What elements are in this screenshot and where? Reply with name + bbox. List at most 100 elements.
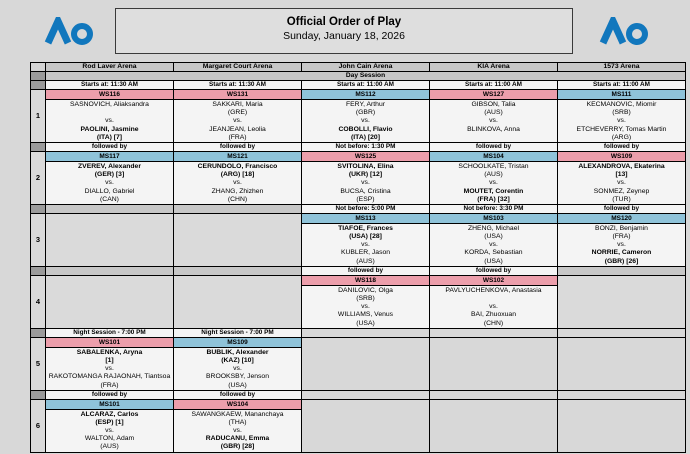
match-lines: ALEXANDROVA, Ekaterina [13] vs. SONMEZ, Zey…	[559, 162, 685, 203]
schedule-header-empty	[45, 203, 174, 214]
match-code: MS104	[430, 152, 557, 162]
match-code: MS111	[558, 90, 685, 100]
arena-header: 1573 Arena	[557, 62, 686, 72]
player-info: [13]	[615, 171, 628, 179]
player-name: SAWANGKAEW, Mananchaya	[191, 410, 284, 418]
empty-match-cell	[557, 274, 686, 329]
schedule-header: followed by	[301, 265, 430, 276]
match-row: 1 WS116 SASNOVICH, Aliaksandra vs. PAOLINI, …	[30, 89, 686, 143]
schedule-header: Not before: 5:00 PM	[301, 203, 430, 214]
player-info: (CHN)	[227, 195, 248, 203]
player-name: PAOLINI, Jasmine	[80, 125, 139, 133]
player-name: BAI, Zhuoxuan	[471, 311, 516, 319]
match-lines: SABALENKA, Aryna [1] vs. RAKOTOMANGA RAJAON…	[47, 348, 173, 389]
ao-logo-left	[44, 17, 93, 45]
absent-cell	[557, 398, 686, 453]
player-info: (KAZ) [10]	[221, 356, 254, 364]
player-name: NORRIE, Cameron	[591, 249, 652, 257]
player-info: (ITA) [7]	[96, 133, 123, 141]
match-code: MS103	[430, 214, 557, 224]
vs-label: vs.	[105, 117, 114, 125]
player-name: TIAFOE, Frances	[338, 224, 393, 232]
match-row: 3 MS113 TIAFOE, Frances (USA) [28] vs. KUBLER…	[30, 212, 686, 267]
player-name: BUCSA, Cristina	[340, 187, 391, 195]
player-name: CERUNDOLO, Francisco	[197, 162, 278, 170]
player-info: (ESP)	[356, 195, 375, 203]
vs-label: vs.	[233, 427, 242, 435]
schedule-header-row: Night Session - 7:00 PM Night Session - 7…	[30, 327, 686, 338]
absent-cell	[429, 398, 558, 453]
player-name: BUBLIK, Alexander	[206, 348, 269, 356]
schedule-header-row: followed by followed by	[30, 389, 686, 400]
row-number: 5	[30, 336, 46, 391]
player-info: (SRB)	[612, 109, 631, 117]
player-info: (GER) [3]	[94, 171, 125, 179]
match-lines: ZHENG, Michael (USA) vs. KORDA, Sebastian (U…	[431, 224, 557, 265]
schedule-header: followed by	[557, 141, 686, 152]
match-cell: WS125 SVITOLINA, Elina (UKR) [12] vs. BUCSA,…	[301, 150, 430, 205]
arena-header: KIA Arena	[429, 62, 558, 72]
vs-label: vs.	[361, 117, 370, 125]
match-lines: SCHOOLKATE, Tristan (AUS) vs. MOUTET, Coren…	[431, 162, 557, 203]
player-name: MOUTET, Corentin	[463, 187, 524, 195]
player-info: (AUS)	[100, 443, 119, 451]
match-cell: MS109 BUBLIK, Alexander (KAZ) [10] vs. BROOK…	[173, 336, 302, 391]
player-info: (FRA)	[228, 133, 247, 141]
player-info: (SRB)	[356, 295, 375, 302]
match-lines: KECMANOVIC, Miomir (SRB) vs. ETCHEVERRY, To…	[559, 100, 685, 141]
match-code: MS121	[174, 152, 301, 162]
player-name: ZVEREV, Alexander	[78, 162, 141, 170]
player-info: (AUS)	[356, 257, 375, 265]
row-separator	[30, 80, 46, 90]
player-name: FERY, Arthur	[345, 101, 386, 108]
match-cell: MS103 ZHENG, Michael (USA) vs. KORDA, Sebast…	[429, 212, 558, 267]
match-lines: ALCARAZ, Carlos (ESP) [1] vs. WALTON, Adam(…	[47, 410, 173, 451]
player-info: (AUS)	[484, 109, 503, 117]
empty-match-cell	[45, 212, 174, 267]
absent-cell	[429, 389, 558, 400]
match-lines: SASNOVICH, Aliaksandra vs. PAOLINI, Jasmin…	[47, 100, 173, 141]
absent-cell	[301, 327, 430, 338]
match-lines: GIBSON, Talia (AUS) vs. BLINKOVA, Anna	[431, 100, 557, 141]
player-name: SVITOLINA, Elina	[337, 162, 394, 170]
player-name: ALCARAZ, Carlos	[80, 410, 139, 418]
schedule-header-empty	[173, 203, 302, 214]
match-row: 4 WS118 DANILOVIC, Olga (SRB) vs. WILLIAMS, V…	[30, 274, 686, 329]
row-number: 2	[30, 150, 46, 205]
vs-label: vs.	[105, 365, 114, 373]
player-name: BONZI, Benjamin	[595, 224, 648, 232]
match-cell: WS104 SAWANGKAEW, Mananchaya (THA) vs. RADUC…	[173, 398, 302, 453]
page-date: Sunday, January 18, 2026	[283, 30, 405, 42]
player-name: BROOKSBY, Jenson	[206, 373, 269, 381]
schedule-header: followed by	[173, 389, 302, 400]
match-cell: MS121 CERUNDOLO, Francisco (ARG) [18] vs. ZH…	[173, 150, 302, 205]
match-code: MS109	[174, 338, 301, 348]
match-cell: WS131 SAKKARI, Maria (GRE) vs. JEANJEAN, Leo…	[173, 89, 302, 143]
vs-label: vs.	[361, 303, 370, 311]
arena-header: Margaret Court Arena	[173, 62, 302, 72]
match-cell: MS120 BONZI, Benjamin (FRA) vs. NORRIE, Came…	[557, 212, 686, 267]
player-name: DIALLO, Gabriel	[84, 187, 135, 195]
match-code: WS109	[558, 152, 685, 162]
row-separator	[30, 71, 46, 81]
player-name: WILLIAMS, Venus	[337, 311, 394, 319]
row-number-column-corner	[30, 62, 46, 72]
row-number: 1	[30, 89, 46, 143]
match-code: MS117	[46, 152, 173, 162]
match-code: WS102	[430, 276, 557, 286]
absent-cell	[429, 336, 558, 391]
player-name: SABALENKA, Aryna	[76, 348, 143, 356]
row-separator	[30, 327, 46, 338]
schedule-header-row: Starts at: 11:30 AM Starts at: 11:30 AM St…	[30, 80, 686, 90]
schedule-header: followed by	[45, 141, 174, 152]
schedule-header: Starts at: 11:00 AM	[557, 80, 686, 90]
match-code: WS118	[302, 276, 429, 286]
match-code: WS101	[46, 338, 173, 348]
schedule-header: followed by	[173, 141, 302, 152]
player-info: (FRA) [32]	[477, 195, 510, 203]
empty-match-cell	[173, 274, 302, 329]
player-info: (USA)	[356, 319, 375, 327]
player-info: (GBR) [28]	[220, 443, 255, 451]
player-name: JEANJEAN, Leolia	[209, 125, 266, 133]
